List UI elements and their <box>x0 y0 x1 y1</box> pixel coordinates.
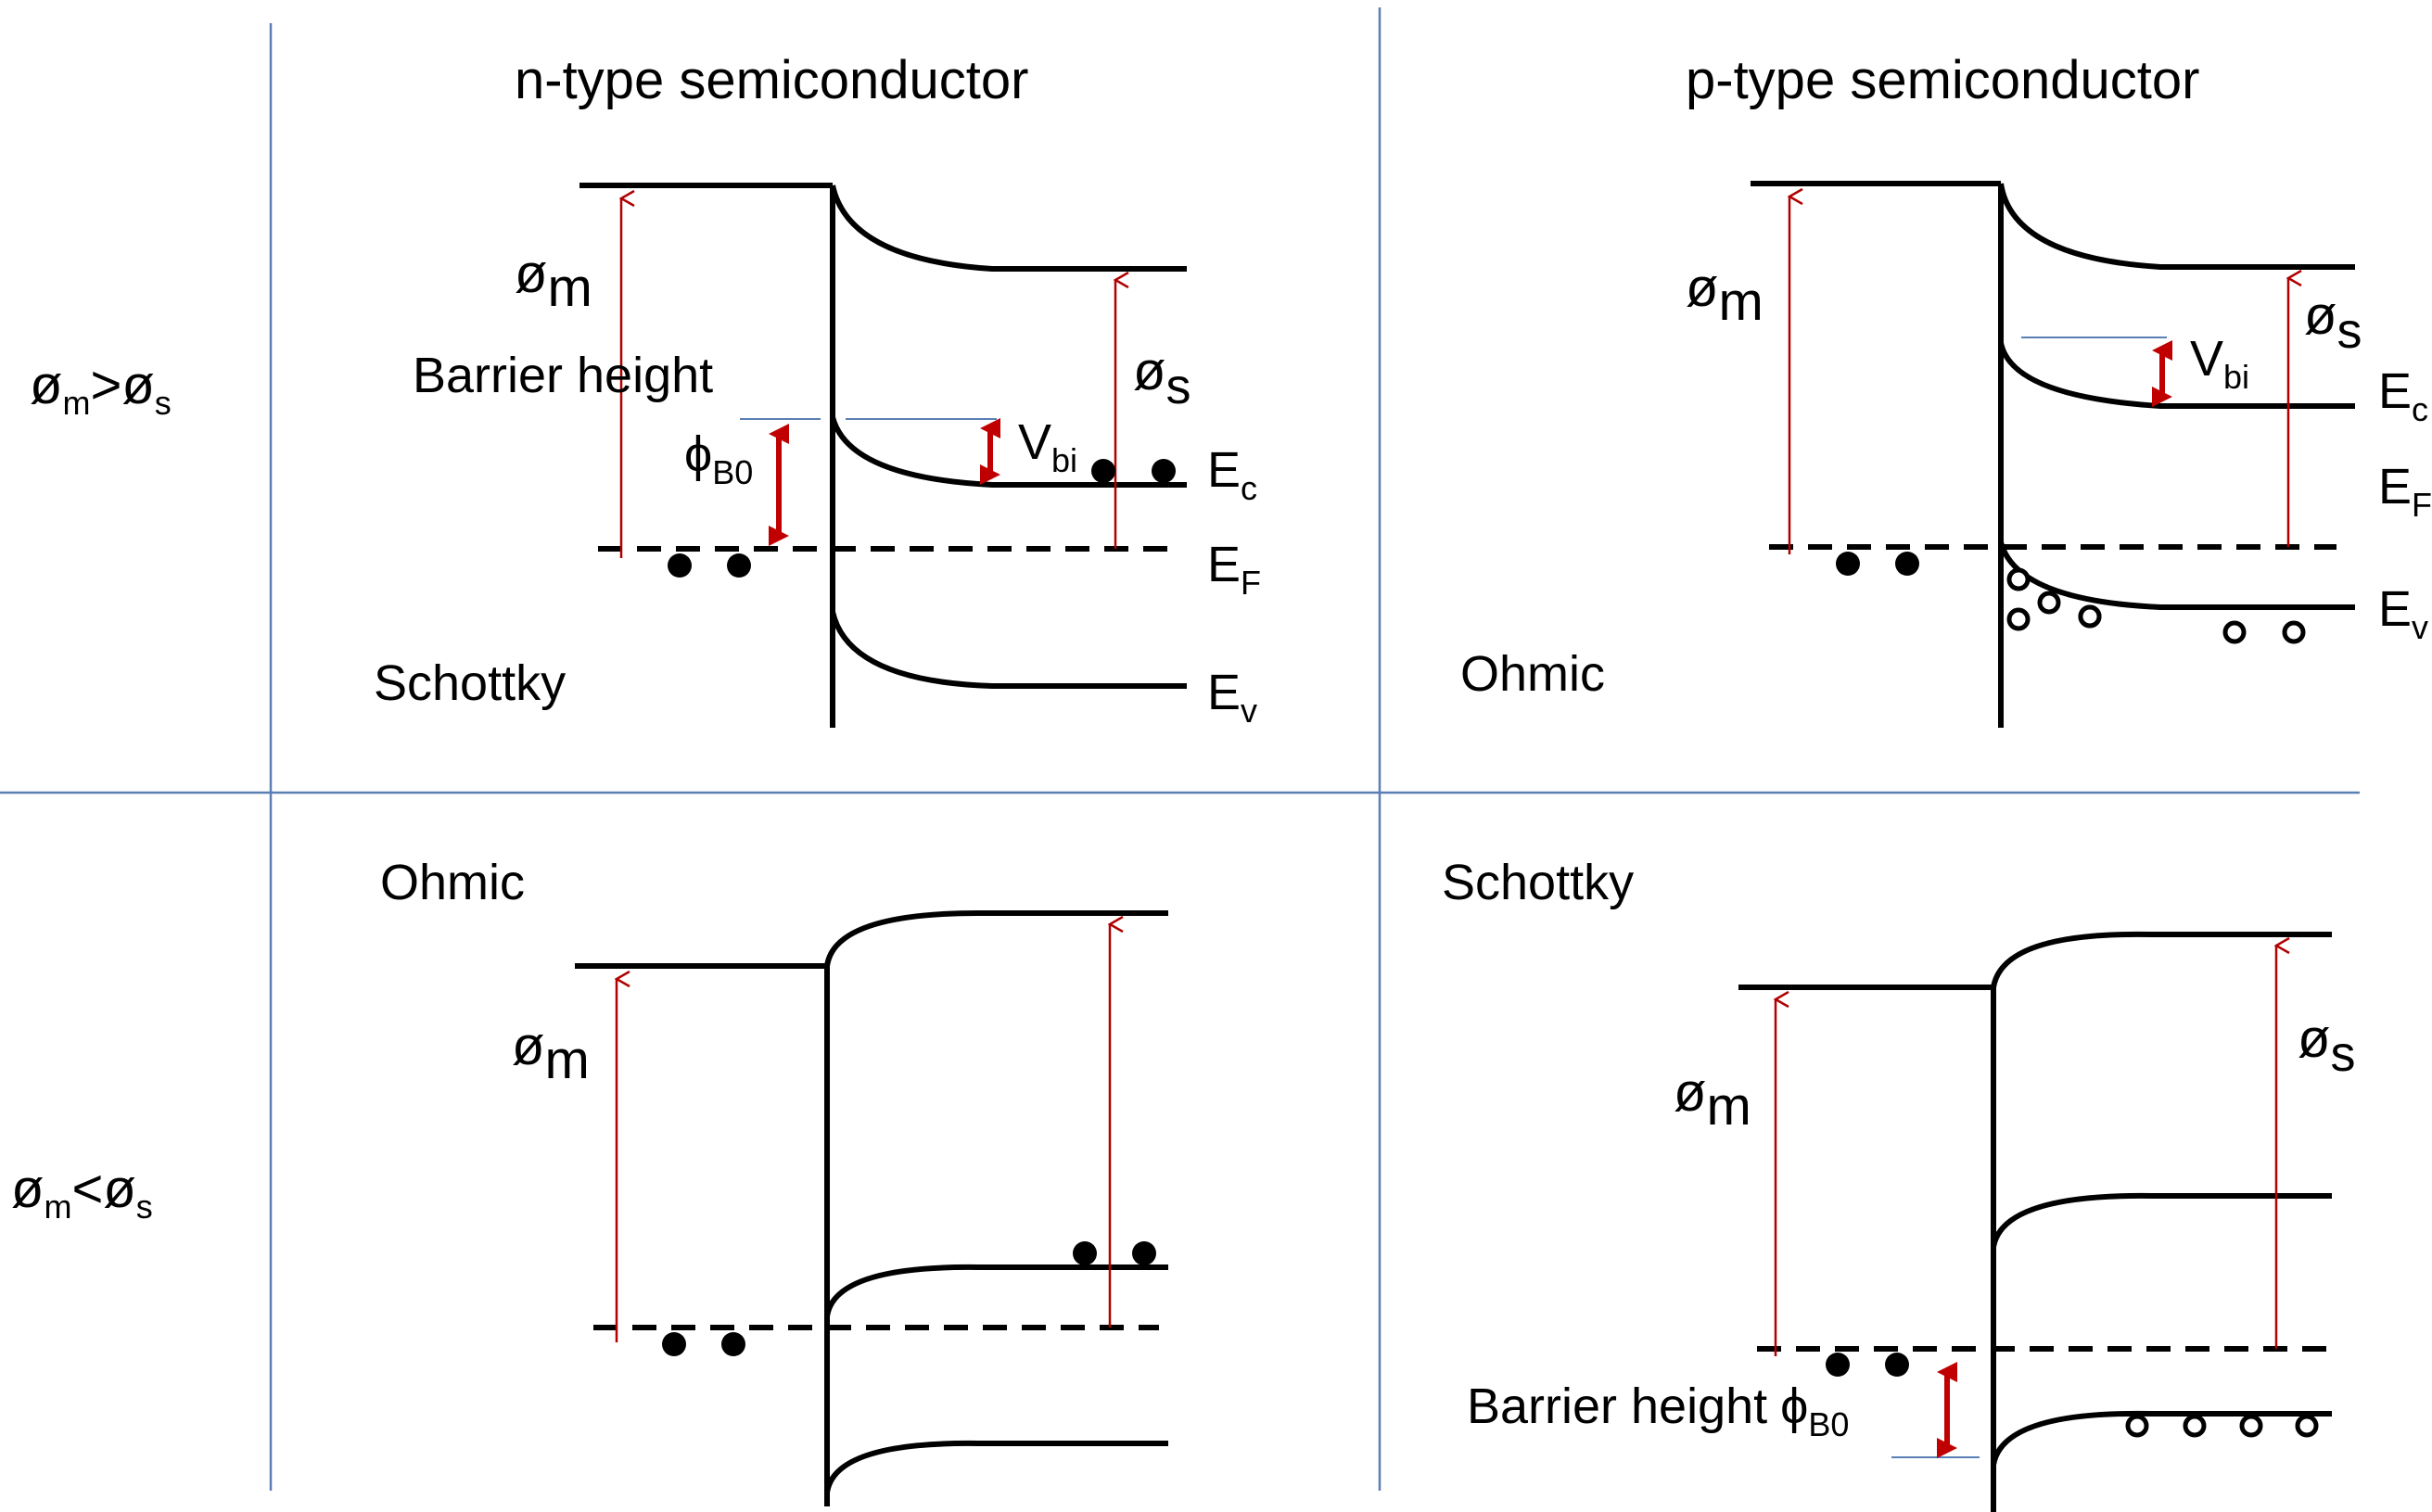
column-heading-p-type: p-type semiconductor <box>1686 50 2199 110</box>
panel-p-type-bottom: øm øs Barrier height ϕB0 Schottky <box>1442 855 2355 1512</box>
semiconductor-vacuum-level <box>1991 931 2332 988</box>
ec-label: Ec <box>2378 363 2428 428</box>
electron <box>721 1332 745 1356</box>
row-bottom-m: m <box>44 1188 71 1226</box>
contact-type-label: Schottky <box>1442 855 1634 910</box>
valence-band <box>1998 541 2355 610</box>
row-bottom-phi2: ø <box>103 1159 135 1219</box>
panel-n-type-bottom: øm Ohmic <box>380 855 1168 1506</box>
contact-type-label: Ohmic <box>1460 646 1605 702</box>
ec-label: Ec <box>1207 442 1257 507</box>
phi-s-label: øs <box>2298 1009 2355 1082</box>
vbi-label: Vbi <box>2190 331 2249 396</box>
grid <box>0 7 2360 1491</box>
vbi-label: Vbi <box>1018 414 1077 479</box>
row-bottom-op: < <box>71 1159 103 1219</box>
hole <box>2006 567 2031 591</box>
svg-text:øm>øs: øm>øs <box>30 355 172 422</box>
hole <box>2282 620 2306 644</box>
electron <box>1826 1353 1850 1377</box>
valence-band <box>830 611 1187 689</box>
column-heading-n-type: n-type semiconductor <box>515 50 1028 110</box>
semiconductor-vacuum-level <box>824 910 1168 967</box>
hole <box>2078 604 2102 629</box>
ev-label: Ev <box>2378 581 2428 646</box>
phi-s-label: øs <box>1133 341 1191 414</box>
row-heading-bottom: øm<øs <box>11 1159 153 1226</box>
phi-m-label: øm <box>1686 258 1764 332</box>
panel-n-type-top: øm øs Barrier height ϕB0 Vbi Ec EF Ev Sc… <box>374 183 1261 730</box>
row-top-phi: ø <box>30 355 62 415</box>
row-top-op: > <box>90 355 121 415</box>
hole <box>2239 1414 2263 1438</box>
hole <box>2006 607 2031 631</box>
valence-band <box>1991 1410 2332 1466</box>
electron <box>662 1332 686 1356</box>
row-top-m: m <box>62 384 90 422</box>
phi-m-label: øm <box>1674 1062 1751 1137</box>
ef-label: EF <box>1207 537 1261 602</box>
conduction-band <box>824 1264 1168 1317</box>
row-bottom-phi: ø <box>11 1159 44 1219</box>
row-bottom-s: s <box>136 1188 153 1226</box>
electron <box>727 553 751 578</box>
hole <box>2222 620 2247 644</box>
semiconductor-vacuum-level <box>830 184 1187 272</box>
row-top-s: s <box>155 384 172 422</box>
electron <box>1152 459 1176 483</box>
hole <box>2295 1414 2319 1438</box>
hole <box>2125 1414 2149 1438</box>
valence-band <box>824 1440 1168 1493</box>
contact-type-label: Ohmic <box>380 855 525 910</box>
hole <box>2037 591 2061 615</box>
semiconductor-vacuum-level <box>1998 183 2355 270</box>
ef-label: EF <box>2378 459 2432 524</box>
svg-text:øm<øs: øm<øs <box>11 1159 153 1226</box>
row-heading-top: øm>øs <box>30 355 172 422</box>
barrier-height-label: Barrier height <box>413 348 713 403</box>
electron <box>1091 459 1115 483</box>
electron <box>1073 1241 1097 1265</box>
electron <box>1836 552 1860 576</box>
phi-b0-label: ϕB0 <box>684 426 753 491</box>
barrier-height-label: Barrier height ϕB0 <box>1467 1379 1849 1443</box>
conduction-band <box>830 416 1187 488</box>
electron <box>1885 1353 1909 1377</box>
hole <box>2183 1414 2207 1438</box>
panel-p-type-top: øm øs Vbi Ec EF Ev Ohmic <box>1460 181 2432 728</box>
row-top-phi2: ø <box>121 355 154 415</box>
phi-s-label: øs <box>2304 286 2362 359</box>
conduction-band <box>1991 1192 2332 1248</box>
electron <box>1132 1241 1156 1265</box>
electron <box>668 553 692 578</box>
conduction-band <box>1998 342 2355 409</box>
contact-type-label: Schottky <box>374 655 566 711</box>
phi-m-label: øm <box>512 1016 590 1090</box>
ev-label: Ev <box>1207 665 1257 730</box>
phi-m-label: øm <box>515 244 592 318</box>
electron <box>1895 552 1919 576</box>
